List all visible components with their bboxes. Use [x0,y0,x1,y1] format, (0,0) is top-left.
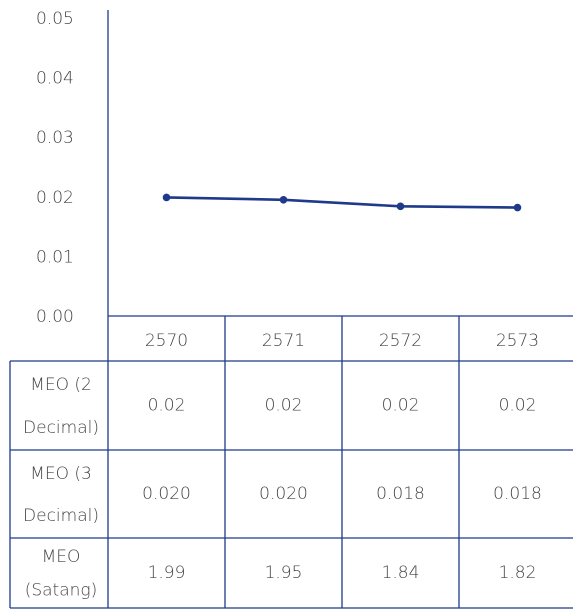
table-cell: 1.95 [265,563,303,583]
table-cell: 1.84 [382,563,420,583]
table-cell: 1.82 [499,563,537,583]
table-cell: 0.020 [142,484,191,504]
y-tick-label: 0.00 [36,307,74,327]
table-cell: 0.02 [499,396,537,416]
line [166,196,518,209]
y-tick-label: 0.04 [36,69,74,89]
row-label: Decimal) [23,418,99,438]
row-label: MEO (3 [30,464,92,484]
table-cell: 0.02 [265,396,303,416]
table-cell: 0.02 [382,396,420,416]
y-tick-label: 0.05 [36,9,74,29]
row-label: Decimal) [23,506,99,526]
row-label: (Satang) [25,581,98,601]
table-cell: 0.018 [493,484,542,504]
table-cell: 1.99 [148,563,186,583]
x-tick-label: 2571 [262,331,305,351]
x-tick-label: 2573 [496,331,539,351]
x-tick-label: 2570 [145,331,188,351]
point [513,203,522,212]
y-tick-label: 0.03 [36,128,74,148]
y-tick-label: 0.02 [36,188,74,208]
point [279,195,288,204]
point [162,193,171,202]
y-tick-label: 0.01 [36,247,74,267]
table-cell: 0.018 [376,484,425,504]
row-label: MEO (2 [30,375,92,395]
x-tick-label: 2572 [379,331,422,351]
row-label: MEO [42,547,81,567]
table-cell: 0.020 [259,484,308,504]
point [396,202,405,211]
table-cell: 0.02 [148,396,186,416]
